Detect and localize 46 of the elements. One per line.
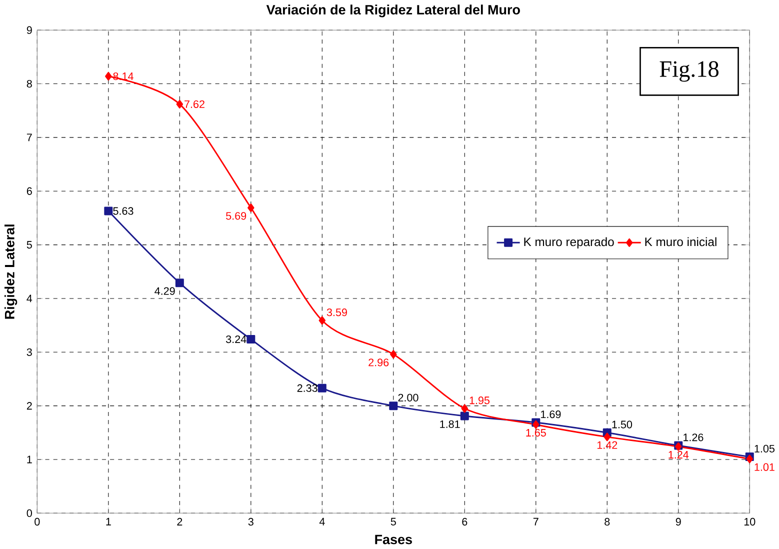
x-tick-label: 1 [106,518,111,526]
x-tick-label: 8 [604,518,610,526]
data-label: 1.24 [668,451,689,459]
y-axis-title: Rigidez Lateral [4,224,18,319]
y-tick-label: 3 [26,348,32,356]
y-tick-label: 7 [26,134,32,142]
x-tick-label: 0 [34,518,40,526]
data-label: 3.59 [326,308,347,316]
data-label: 1.81 [440,420,460,428]
y-tick-label: 0 [26,509,32,518]
y-tick-label: 1 [27,456,32,464]
x-tick-label: 10 [744,518,756,526]
x-tick-label: 4 [319,518,325,526]
data-label: 1.05 [754,444,774,453]
data-label: 1.95 [470,396,490,404]
y-tick-label: 8 [26,80,32,88]
y-tick-label: 6 [26,187,32,196]
x-tick-label: 7 [533,518,538,526]
data-label: 1.01 [754,463,774,472]
data-label: 1.65 [526,429,546,437]
x-tick-label: 5 [390,518,396,526]
data-label: 1.69 [541,410,561,418]
data-label: 4.29 [154,287,175,295]
y-tick-label: 9 [26,26,32,34]
x-tick-label: 9 [676,518,681,526]
x-tick-label: 3 [248,518,254,526]
y-tick-label: 4 [26,294,32,302]
data-label: 7.62 [184,100,204,108]
data-label: 5.63 [113,207,134,215]
chart-title: Variación de la Rigidez Lateral del Muro [266,4,520,18]
data-label: 1.26 [684,434,704,442]
data-label: 2.33 [297,384,318,392]
data-label: 1.50 [612,420,632,428]
data-label: 5.69 [226,212,246,220]
y-tick-label: 5 [26,241,32,249]
x-tick-label: 6 [462,518,468,526]
x-tick-label: 2 [177,518,182,526]
data-label: 3.24 [226,336,246,344]
data-label: 1.42 [597,441,618,449]
data-label: 2.00 [398,394,418,402]
x-axis-title: Fases [375,534,412,544]
legend-label: K muro inicial [645,237,716,246]
legend-label: K muro reparado [524,237,614,249]
data-label: 2.96 [368,358,389,366]
y-tick-label: 2 [26,402,32,410]
annotation: Fig.18 [660,61,718,82]
